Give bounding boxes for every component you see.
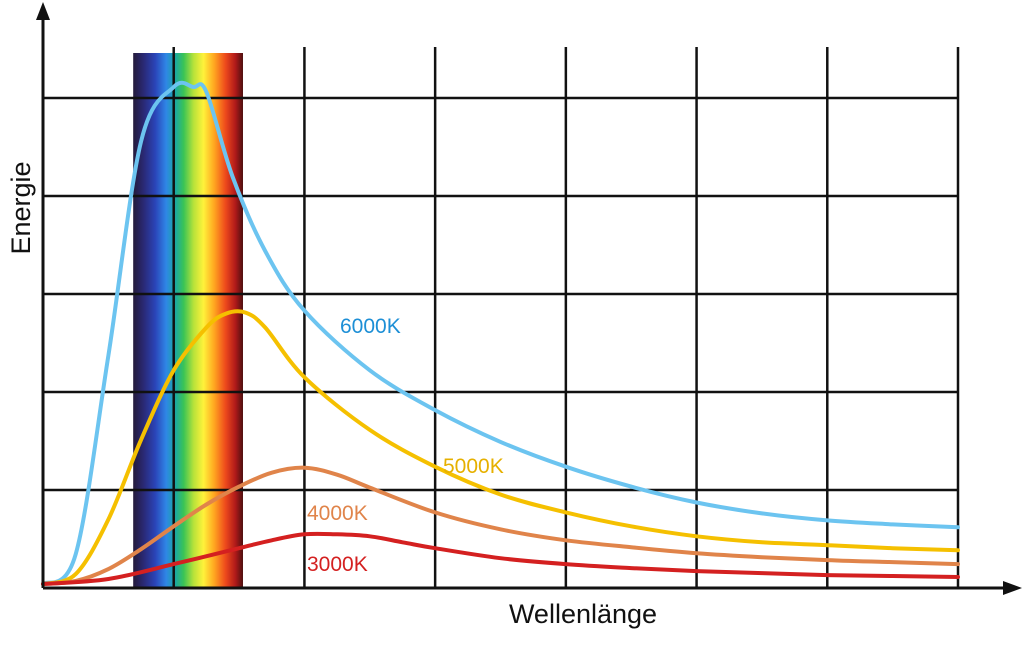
series-line-6000k xyxy=(41,80,960,586)
series-line-3000k xyxy=(41,531,960,586)
axes: Wellenlänge Energie xyxy=(6,2,1022,629)
series-line-4000k xyxy=(41,465,960,586)
series-label-5000k: 5000K xyxy=(443,455,504,478)
x-axis-arrow-icon xyxy=(1003,581,1022,595)
visible-spectrum-band xyxy=(133,53,243,588)
grid-lines xyxy=(43,47,960,588)
series-labels: 6000K 5000K 4000K 3000K xyxy=(307,315,504,576)
y-axis-arrow-icon xyxy=(36,2,50,20)
series-line-5000k xyxy=(41,309,960,586)
x-axis-label: Wellenlänge xyxy=(509,599,657,629)
y-axis-label: Energie xyxy=(6,161,36,254)
series-label-3000k: 3000K xyxy=(307,553,368,576)
series-label-6000k: 6000K xyxy=(340,315,401,338)
series-label-4000k: 4000K xyxy=(307,502,368,525)
series-curves xyxy=(41,80,960,586)
